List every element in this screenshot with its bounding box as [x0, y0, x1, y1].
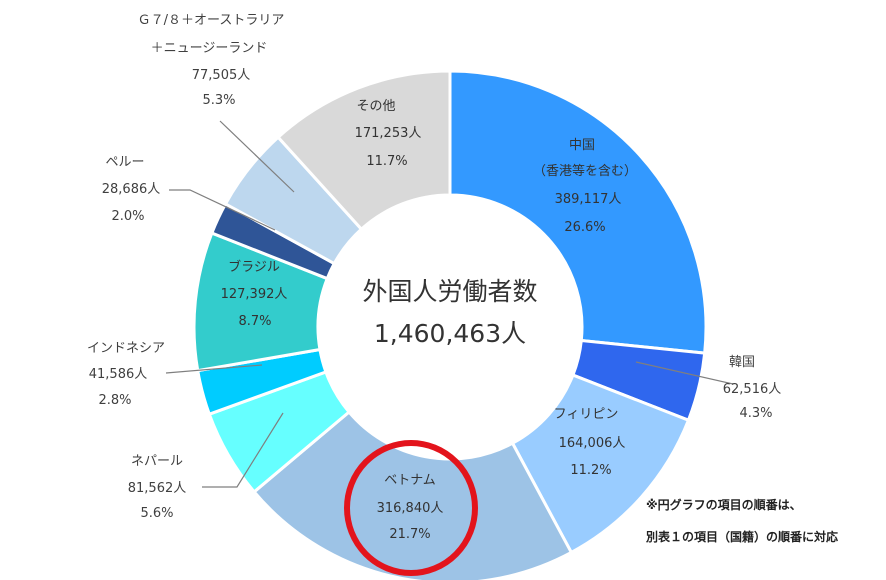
label-2-line-2: 62,516人 — [723, 382, 782, 397]
label-5-line-2: 81,562人 — [128, 481, 187, 496]
label-10-line-1: その他 — [356, 99, 395, 114]
label-6-line-3: 2.8% — [98, 393, 131, 408]
slice-10 — [276, 69, 452, 232]
label-3-line-2: 164,006人 — [559, 436, 626, 451]
leader-line-6 — [165, 364, 263, 374]
center-total: 1,460,463人 — [374, 319, 526, 348]
label-6-line-2: 41,586人 — [89, 367, 148, 382]
label-8-line-3: 2.0% — [111, 209, 144, 224]
labels-group: 中国 （香港等を含む） 389,117人 26.6% 韓国 62,516人 4.3% フィリピ… — [87, 13, 781, 542]
label-3-line-1: フィリピン — [554, 407, 619, 422]
note-line-1: ※円グラフの項目の順番は、 — [646, 497, 802, 512]
slice-1 — [448, 69, 708, 355]
label-8-line-2: 28,686人 — [102, 182, 161, 197]
label-4-line-3: 21.7% — [389, 527, 430, 542]
leader-line-5 — [202, 412, 284, 488]
label-4-line-2: 316,840人 — [377, 501, 444, 516]
center-title: 外国人労働者数 — [362, 277, 537, 306]
label-6-line-1: インドネシア — [87, 341, 165, 356]
label-2-line-3: 4.3% — [739, 406, 772, 421]
leader-line-8 — [169, 189, 276, 231]
label-1-line-2: （香港等を含む） — [533, 163, 637, 179]
slices-group — [192, 69, 708, 580]
leader-line-2 — [635, 361, 734, 385]
label-5-line-3: 5.6% — [140, 506, 173, 521]
label-7-line-1: ブラジル — [228, 259, 280, 275]
label-1-line-1: 中国 — [569, 138, 595, 153]
label-9-line-1: Ｇ７/８＋オーストラリア — [138, 13, 285, 28]
label-8-line-1: ペルー — [105, 155, 144, 170]
label-10-line-2: 171,253人 — [355, 126, 422, 141]
label-7-line-3: 8.7% — [238, 314, 271, 329]
label-10-line-3: 11.7% — [366, 154, 407, 169]
label-2-line-1: 韓国 — [729, 355, 755, 370]
note-line-2: 別表１の項目（国籍）の順番に対応 — [645, 529, 838, 544]
label-1-line-4: 26.6% — [564, 220, 605, 235]
label-4-line-1: ベトナム — [384, 473, 436, 488]
leader-lines-group — [165, 120, 734, 488]
label-9-line-3: 77,505人 — [192, 68, 251, 83]
leader-line-9 — [219, 120, 295, 193]
label-7-line-2: 127,392人 — [221, 287, 288, 302]
label-9-line-4: 5.3% — [202, 93, 235, 108]
label-3-line-3: 11.2% — [570, 463, 611, 478]
label-1-line-3: 389,117人 — [555, 192, 622, 207]
highlight-circle — [344, 440, 478, 576]
label-5-line-1: ネパール — [131, 454, 183, 469]
label-9-line-2: ＋ニュージーランド — [151, 41, 268, 56]
